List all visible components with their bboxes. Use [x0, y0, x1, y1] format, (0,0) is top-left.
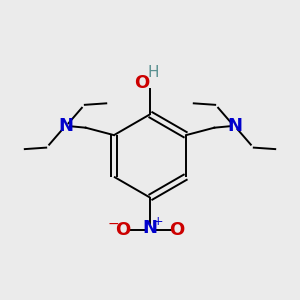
Text: −: − — [108, 217, 119, 231]
Text: O: O — [134, 74, 149, 92]
Text: N: N — [142, 219, 158, 237]
Text: +: + — [153, 215, 164, 228]
Text: N: N — [58, 117, 73, 135]
Text: O: O — [116, 221, 131, 239]
Text: H: H — [147, 65, 159, 80]
Text: O: O — [169, 221, 184, 239]
Text: N: N — [227, 117, 242, 135]
